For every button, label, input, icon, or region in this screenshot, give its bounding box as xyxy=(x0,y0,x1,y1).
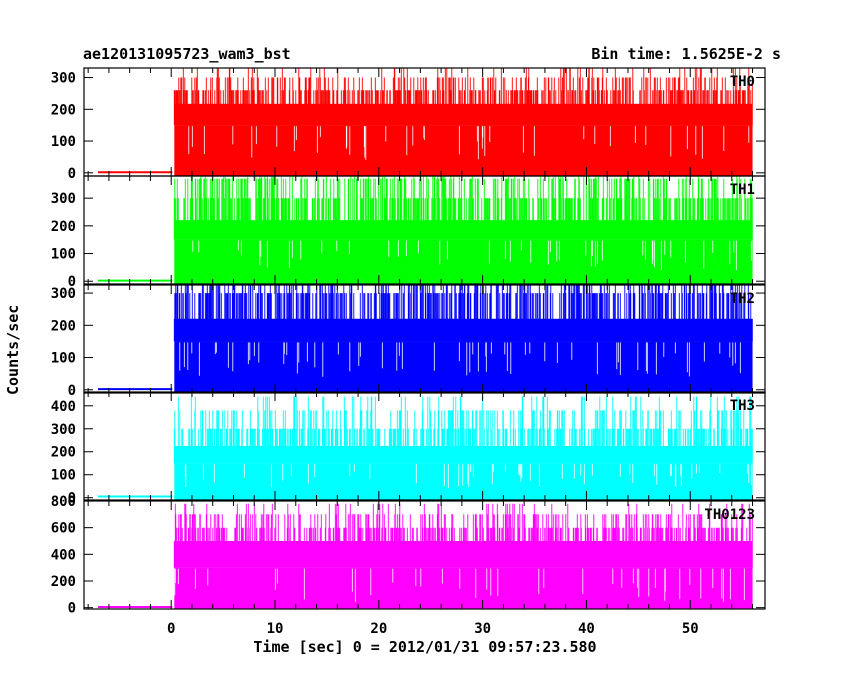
series-th1 xyxy=(173,176,753,284)
series-th3 xyxy=(173,396,753,500)
x-tick-label: 40 xyxy=(578,621,595,637)
x-tick-label: 10 xyxy=(267,621,284,637)
y-tick-label: 100 xyxy=(51,351,76,367)
y-tick-label: 100 xyxy=(51,468,76,484)
panel-label: TH3 xyxy=(730,398,755,414)
y-tick-label: 300 xyxy=(51,71,76,87)
panel-label: TH2 xyxy=(730,291,755,307)
series-th0 xyxy=(173,68,753,176)
y-tick-label: 0 xyxy=(68,601,76,617)
y-tick-label: 200 xyxy=(51,219,76,235)
y-tick-label: 300 xyxy=(51,286,76,302)
x-tick-label: 20 xyxy=(370,621,387,637)
y-tick-label: 200 xyxy=(51,102,76,118)
y-tick-label: 0 xyxy=(68,274,76,290)
panel-th0: 0 100 200 300 TH0 xyxy=(51,67,766,182)
series-body xyxy=(174,239,753,284)
y-tick-label: 0 xyxy=(68,383,76,399)
panel-frame xyxy=(83,175,766,285)
y-tick-label: 0 xyxy=(68,166,76,182)
y-tick-label: 600 xyxy=(51,521,76,537)
series-th0123 xyxy=(173,503,753,609)
x-tick-label: 0 xyxy=(167,621,175,637)
y-tick-label: 0 xyxy=(68,491,76,507)
y-tick-label: 200 xyxy=(51,574,76,590)
y-tick-label: 100 xyxy=(51,134,76,150)
x-tick-label: 30 xyxy=(474,621,491,637)
x-axis-label: Time [sec] 0 = 2012/01/31 09:57:23.580 xyxy=(253,638,597,656)
panel-th2: 0 100 200 300 TH2 xyxy=(51,284,766,399)
series-th2 xyxy=(173,285,753,393)
panel-th1: 0 100 200 300 TH1 xyxy=(51,175,766,290)
y-tick-label: 200 xyxy=(51,318,76,334)
series-body xyxy=(174,463,753,500)
series-band xyxy=(174,446,753,464)
bin-time-label: Bin time: 1.5625E-2 s xyxy=(591,45,781,63)
panel-th3: 0 100 200 300 400 TH3 xyxy=(51,391,766,507)
y-tick-label: 300 xyxy=(51,191,76,207)
chart-title: ae120131095723_wam3_bst xyxy=(83,45,291,63)
panel-frame xyxy=(83,391,766,501)
y-tick-label: 400 xyxy=(51,399,76,415)
y-tick-label: 800 xyxy=(51,494,76,510)
y-tick-label: 300 xyxy=(51,422,76,438)
y-tick-label: 100 xyxy=(51,247,76,263)
series-band xyxy=(174,103,753,126)
series-body xyxy=(174,125,753,176)
series-band xyxy=(174,541,753,568)
panel-th0123: 0 200 400 600 800 TH0123 xyxy=(51,494,766,617)
series-band xyxy=(174,220,753,240)
series-body xyxy=(174,341,753,393)
panel-frame xyxy=(83,500,766,610)
panel-frame xyxy=(83,284,766,394)
series-band xyxy=(174,318,753,342)
panel-label: TH0123 xyxy=(704,507,755,523)
x-tick-label: 50 xyxy=(682,621,699,637)
series-body xyxy=(174,567,753,609)
panel-label: TH0 xyxy=(730,74,755,90)
panel-label: TH1 xyxy=(730,182,755,198)
y-tick-label: 400 xyxy=(51,547,76,563)
y-tick-label: 200 xyxy=(51,445,76,461)
